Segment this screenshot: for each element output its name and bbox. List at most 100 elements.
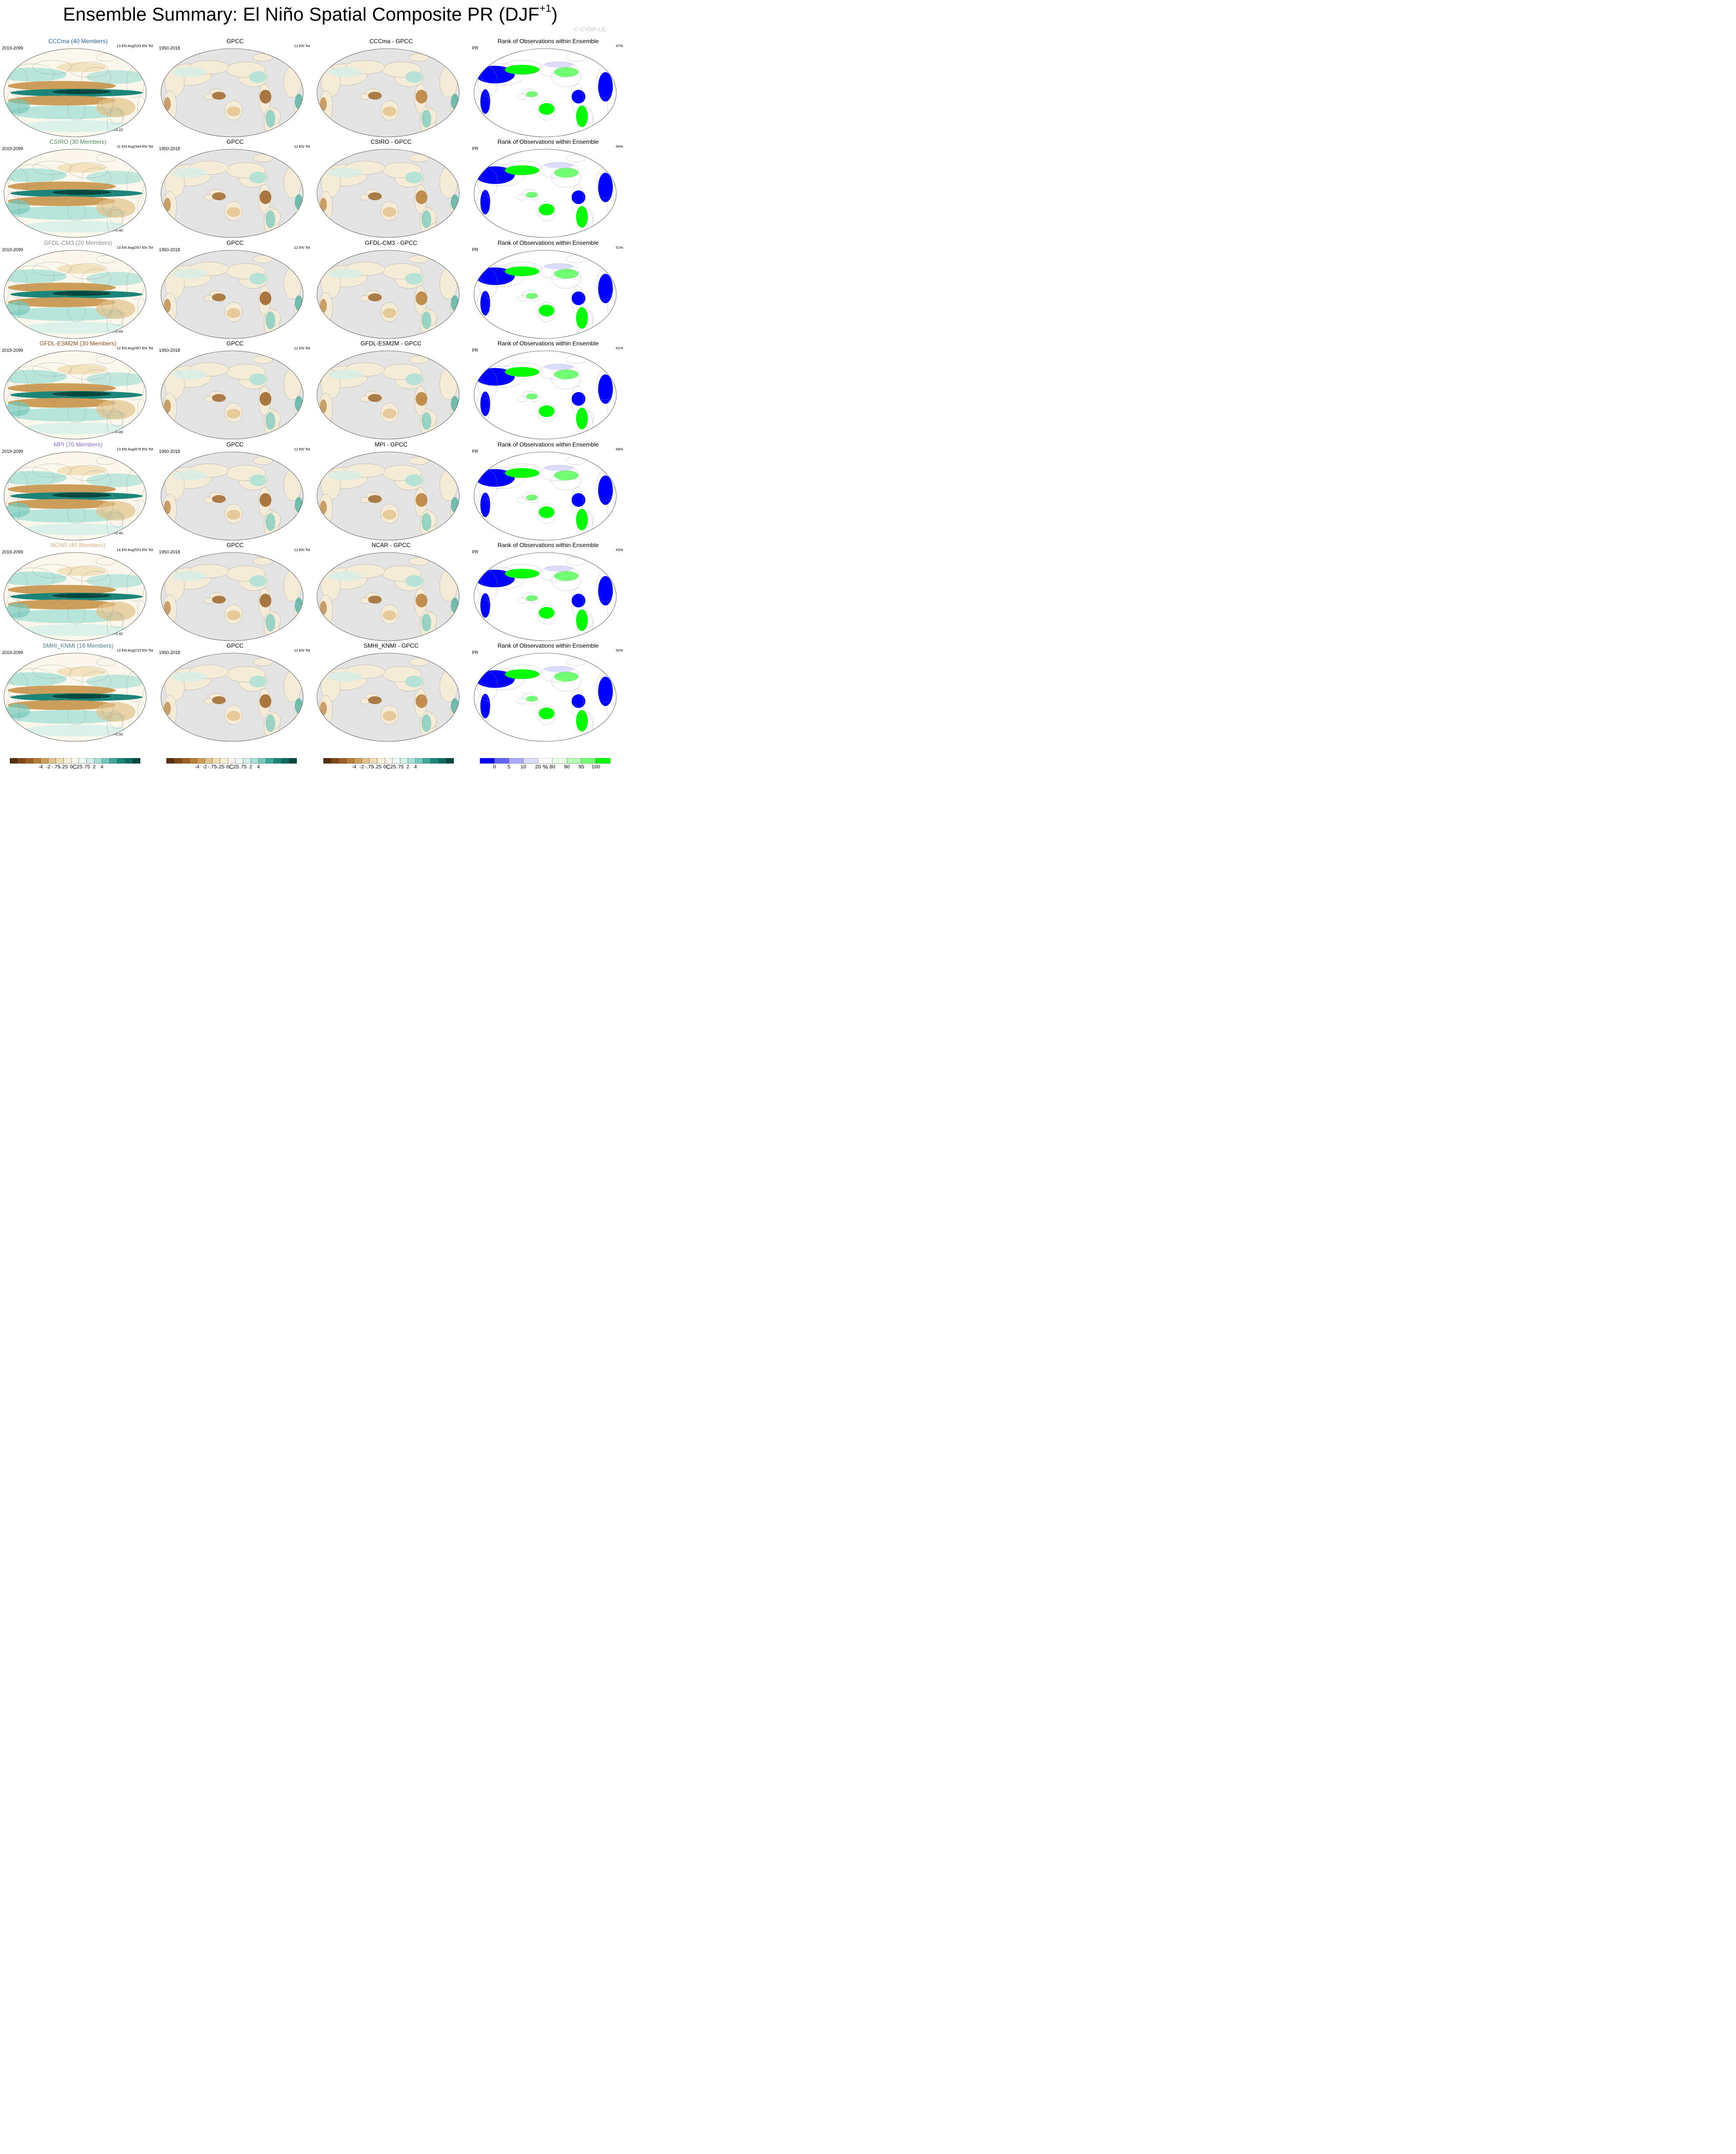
pattern-correlation: r=0.50 (112, 732, 123, 736)
panel-title: GFDL-CM3 - GPCC (365, 239, 418, 246)
colorbar-tick-label: 0 (383, 764, 386, 769)
colorbar-swatch (71, 758, 79, 764)
colorbar-swatch (189, 758, 197, 764)
panel-stat: 47% (615, 44, 623, 48)
watermark: © CVDP-LE (574, 26, 606, 33)
colorbar-scale: -4 -2 -.75-.25 0.25.75 2 4 (10, 758, 140, 769)
map-projection (316, 552, 460, 641)
pattern-correlation: r=0.43 (112, 329, 123, 334)
panel-title: CCCma (40 Members) (48, 38, 108, 45)
colorbar-tick-label: 2 (406, 764, 409, 769)
panel-period: 2019-2099 (2, 348, 24, 353)
colorbar-swatch (40, 758, 49, 764)
panel-period: 2019-2099 (2, 550, 24, 554)
colorbar-swatch (400, 758, 408, 764)
colorbar-swatch (446, 758, 454, 764)
colorbar: -4 -2 -.75 -.25 0.25.75 2 4 C (323, 758, 454, 770)
colorbar-tick-label: .75 (396, 764, 404, 769)
colorbar-swatch (438, 758, 447, 764)
panel-period: 2019-2099 (2, 46, 24, 51)
colorbar-swatch (362, 758, 370, 764)
panel-stat: 64% (615, 144, 623, 149)
panel-title: Rank of Observations within Ensemble (497, 340, 599, 347)
pattern-correlation: r=0.40 (112, 531, 123, 535)
colorbar-swatch (273, 758, 282, 764)
colorbar-tick-label: -.75 (365, 764, 374, 769)
colorbar-swatch (377, 758, 385, 764)
panel-stat: 12 EN Avg/357 EN Tot (116, 346, 153, 350)
colorbar-tick-label: .25 (389, 764, 396, 769)
colorbar-tick-label: 100 (592, 764, 601, 769)
panel-stat: 51% (615, 245, 623, 250)
map-panel: GPCC 1950-2018 12 EN Tot (157, 138, 313, 238)
colorbar-tick-label: 0 (226, 764, 229, 769)
colorbar-swatch (346, 758, 354, 764)
panel-period: 1950-2018 (159, 449, 181, 454)
panel-period: PR (472, 348, 478, 353)
colorbar-swatch (407, 758, 416, 764)
colorbar-swatch (174, 758, 182, 764)
map-panel: CSIRO - GPCC (313, 138, 469, 238)
panel-stat: 43% (615, 548, 623, 552)
colorbar: 0 5 10 20 80 90 95 100% (480, 758, 610, 770)
map-projection (160, 451, 304, 541)
colorbar-swatch (339, 758, 347, 764)
colorbar-tick-label: -2 (203, 764, 207, 769)
colorbar-tick-label: 10 (521, 764, 526, 769)
colorbar-swatch (281, 758, 289, 764)
colorbar-tick-label: -2 (360, 764, 364, 769)
panel-title: GPCC (226, 138, 244, 145)
panel-title: MPI (70 Members) (53, 441, 103, 448)
panel-period: 1950-2018 (159, 146, 181, 151)
colorbar: -4 -2 -.75 -.25 0.25.75 2 4 C (166, 758, 297, 770)
panel-title: GPCC (226, 38, 244, 45)
panel-period: 1950-2018 (159, 650, 181, 655)
colorbar-tick-label: 90 (564, 764, 570, 769)
panel-stat: 12 EN Tot (294, 346, 310, 350)
colorbar-swatch (538, 758, 552, 764)
colorbar-swatch (25, 758, 33, 764)
colorbar-swatch (480, 758, 495, 764)
panel-title: NCAR (40 Members) (50, 542, 106, 549)
colorbar-swatch (17, 758, 26, 764)
pattern-correlation: r=0.22 (112, 128, 123, 132)
map-panel: MPI - GPCC (313, 441, 469, 541)
panel-title: GPCC (226, 239, 244, 246)
colorbar-tick-label: -.25 (215, 764, 224, 769)
colorbar-swatch (258, 758, 266, 764)
map-projection (160, 149, 304, 238)
panel-title: SMHI_KNMI - GPCC (363, 642, 419, 649)
map-panel: MPI (70 Members) 2019-2099 13 EN Avg/875 E… (0, 441, 156, 541)
colorbar-swatch (354, 758, 362, 764)
map-projection (473, 48, 617, 137)
map-panel: SMHI_KNMI - GPCC (313, 642, 469, 742)
colorbar-swatch (79, 758, 87, 764)
map-panel: CCCma - GPCC (313, 38, 469, 137)
map-projection (3, 48, 147, 137)
panel-title: GPCC (226, 441, 244, 448)
colorbar-swatch (86, 758, 95, 764)
map-panel: NCAR - GPCC (313, 542, 469, 641)
panel-period: PR (472, 46, 478, 51)
panel-period: PR (472, 650, 478, 655)
colorbar-swatch (125, 758, 133, 764)
colorbar-swatch (323, 758, 331, 764)
colorbar-swatch (166, 758, 174, 764)
panel-title: Rank of Observations within Ensemble (497, 642, 599, 649)
panel-stat: 50% (615, 648, 623, 653)
map-panel: GPCC 1950-2018 12 EN Tot (157, 340, 313, 440)
panel-period: 1950-2018 (159, 348, 181, 353)
colorbar-tick-label: 0 (493, 764, 496, 769)
colorbar-tick-label: 4 (101, 764, 104, 769)
colorbar-tick-label: .25 (76, 764, 83, 769)
colorbar-tick-label: 95 (579, 764, 584, 769)
panel-title: SMHI_KNMI (16 Members) (42, 642, 114, 649)
panel-period: 1950-2018 (159, 550, 181, 554)
colorbar-swatch (197, 758, 205, 764)
panel-stat: 13 EN Avg/215 EN Tot (116, 648, 153, 653)
map-projection (160, 250, 304, 339)
panel-title: GPCC (226, 542, 244, 549)
colorbar-swatch (384, 758, 393, 764)
colorbar-tick-label: 5 (507, 764, 510, 769)
panel-stat: 12 EN Tot (294, 245, 310, 250)
